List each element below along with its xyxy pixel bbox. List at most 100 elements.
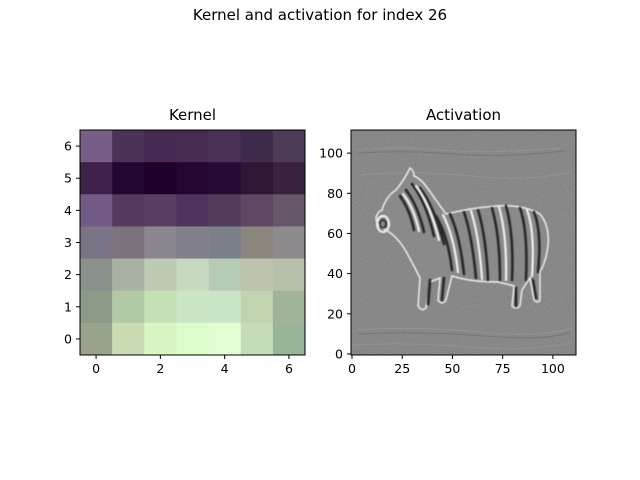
activation-y-axis: 0 20 40 60 80 100 [319, 146, 351, 361]
kernel-cell [176, 258, 209, 292]
kernel-cell [272, 258, 306, 292]
kernel-cell [144, 258, 177, 292]
activation-x-tick-label: 50 [444, 361, 460, 376]
kernel-heatmap [80, 130, 306, 356]
kernel-cell [208, 194, 242, 227]
kernel-cell [80, 162, 113, 195]
kernel-cell [240, 162, 274, 195]
kernel-cell [112, 130, 145, 163]
kernel-cell [80, 130, 113, 163]
activation-y-tick-label: 40 [327, 266, 343, 281]
kernel-cell [272, 226, 306, 259]
activation-y-tick: 80 [327, 186, 351, 201]
kernel-cell [208, 290, 242, 324]
kernel-cell [176, 322, 209, 356]
kernel-cell [112, 162, 145, 195]
kernel-cell [144, 130, 177, 163]
kernel-cell [112, 322, 145, 356]
kernel-y-tick: 4 [64, 203, 80, 218]
kernel-x-tick: 2 [156, 355, 164, 376]
kernel-y-tick-label: 4 [64, 203, 72, 218]
kernel-cell [144, 162, 177, 195]
kernel-y-tick: 2 [64, 267, 80, 282]
kernel-cell [176, 162, 209, 195]
kernel-cell [112, 194, 145, 227]
activation-x-tick: 0 [348, 355, 356, 376]
activation-x-tick-label: 100 [541, 361, 565, 376]
kernel-cell [112, 258, 145, 292]
activation-x-tick-label: 25 [394, 361, 410, 376]
kernel-y-tick-label: 5 [64, 171, 72, 186]
kernel-y-tick-label: 0 [64, 331, 72, 346]
kernel-cell [144, 290, 177, 324]
kernel-cell [80, 258, 113, 292]
kernel-cell [272, 290, 306, 324]
kernel-title: Kernel [168, 106, 217, 124]
kernel-cell [144, 322, 177, 356]
kernel-cell [208, 322, 242, 356]
kernel-cell [208, 258, 242, 292]
kernel-cell [240, 226, 274, 259]
kernel-cell [80, 194, 113, 227]
activation-y-tick: 0 [335, 346, 351, 361]
activation-y-tick-label: 60 [327, 226, 343, 241]
kernel-cell [208, 130, 242, 163]
kernel-cell [176, 194, 209, 227]
activation-frame [350, 129, 577, 356]
kernel-cell [208, 162, 242, 195]
kernel-x-tick: 4 [221, 355, 229, 376]
kernel-x-tick-label: 2 [156, 361, 164, 376]
kernel-x-axis: 0 2 4 6 [92, 355, 293, 376]
kernel-cell [240, 130, 274, 163]
kernel-cell [272, 162, 306, 195]
kernel-y-tick-label: 2 [64, 267, 72, 282]
activation-y-tick-label: 80 [327, 186, 343, 201]
kernel-cell [144, 226, 177, 259]
kernel-y-tick-label: 6 [64, 139, 72, 154]
activation-y-tick-label: 20 [327, 306, 343, 321]
activation-x-tick: 25 [394, 355, 410, 376]
activation-x-tick-label: 75 [495, 361, 511, 376]
kernel-cell [240, 290, 274, 324]
activation-y-tick-label: 100 [319, 146, 343, 161]
kernel-cell [272, 130, 306, 163]
kernel-cell [240, 194, 274, 227]
activation-y-tick: 100 [319, 146, 351, 161]
activation-x-tick-label: 0 [348, 361, 356, 376]
kernel-y-tick: 1 [64, 299, 80, 314]
activation-x-tick: 50 [444, 355, 460, 376]
kernel-x-tick: 6 [285, 355, 293, 376]
kernel-cell [80, 322, 113, 356]
activation-y-tick-label: 0 [335, 346, 343, 361]
kernel-x-tick-label: 6 [285, 361, 293, 376]
activation-title: Activation [425, 106, 502, 124]
kernel-y-tick: 0 [64, 331, 80, 346]
activation-x-tick: 75 [495, 355, 511, 376]
kernel-cell [144, 194, 177, 227]
kernel-y-tick-label: 3 [64, 235, 72, 250]
kernel-cell [112, 290, 145, 324]
kernel-x-tick-label: 0 [92, 361, 100, 376]
kernel-y-tick-label: 1 [64, 299, 72, 314]
kernel-cell [176, 130, 209, 163]
kernel-cell [272, 322, 306, 356]
kernel-y-tick: 5 [64, 171, 80, 186]
kernel-cell [240, 258, 274, 292]
activation-x-axis: 0 25 50 75 100 [348, 355, 565, 376]
kernel-cell [176, 226, 209, 259]
kernel-cell [80, 290, 113, 324]
activation-y-tick: 60 [327, 226, 351, 241]
kernel-y-axis: 0 1 2 3 4 5 6 [64, 139, 80, 346]
kernel-y-tick: 3 [64, 235, 80, 250]
activation-x-tick: 100 [541, 355, 565, 376]
kernel-y-tick: 6 [64, 139, 80, 154]
kernel-cell [176, 290, 209, 324]
kernel-cell [208, 226, 242, 259]
activation-heatmap [351, 130, 576, 355]
kernel-x-tick-label: 4 [221, 361, 229, 376]
kernel-cell [272, 194, 306, 227]
kernel-cell [112, 226, 145, 259]
zebra-figure [375, 166, 550, 311]
figure-title: Kernel and activation for index 26 [192, 6, 448, 24]
